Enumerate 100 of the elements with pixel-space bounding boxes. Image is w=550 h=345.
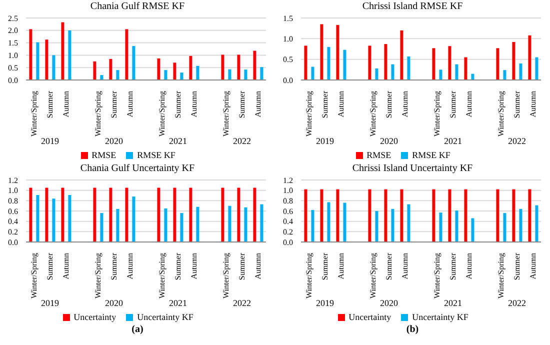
bar [368, 189, 372, 242]
x-tick-label: Winter/Spring [368, 253, 378, 298]
bar [100, 213, 104, 242]
x-tick-label: Summer [384, 90, 394, 118]
bar [519, 208, 522, 242]
bar [455, 64, 458, 80]
bar [45, 188, 48, 242]
x-tick-label: Autumn [190, 91, 198, 118]
y-tick-label: 0.2 [8, 228, 18, 237]
x-tick-label: Autumn [528, 253, 538, 280]
y-tick-label: 0.4 [8, 217, 18, 226]
bar [109, 58, 112, 80]
text: 2022 [508, 136, 526, 146]
x-tick-label: Winter/Spring [304, 253, 314, 298]
x-tick-label: Summer [238, 252, 246, 280]
x-tick-label: Winter/Spring [368, 91, 378, 136]
bar [519, 63, 522, 80]
bar [93, 61, 96, 80]
bar [375, 211, 378, 242]
bar [528, 189, 532, 242]
y-tick-label: 0.0 [8, 76, 18, 85]
y-tick-label: 1.2 [8, 176, 18, 185]
y-tick-label: 1.5 [8, 38, 18, 48]
x-tick-label: Winter/Spring [496, 91, 506, 136]
x-tick-label: Autumn [528, 91, 538, 118]
chart-title: Chrissi Island RMSE KF [361, 0, 464, 14]
bar [52, 198, 56, 242]
x-tick-label: Autumn [336, 253, 346, 280]
y-tick-label: 0.0 [283, 238, 293, 247]
bar [439, 212, 442, 242]
x-tick-label: Summer [46, 252, 54, 280]
bar [36, 194, 40, 242]
bar [311, 66, 314, 80]
x-tick-label: Winter/Spring [158, 91, 166, 136]
x-tick-label: Winter/Spring [94, 253, 102, 298]
text: 2020 [105, 136, 124, 146]
legend-label: Uncertainty KF [137, 312, 194, 322]
text: 2022 [233, 136, 251, 146]
bar [125, 29, 128, 80]
bar [132, 46, 136, 80]
chart-title: Chania Gulf Uncertainty KF [79, 162, 196, 176]
x-tick-label: Summer [110, 90, 118, 118]
text: 2021 [169, 136, 187, 146]
x-tick-label: Winter/Spring [222, 91, 230, 136]
bar [512, 42, 516, 80]
x-tick-label: Summer [46, 90, 54, 118]
bar [116, 208, 120, 242]
y-tick-label: 1.0 [8, 51, 18, 60]
bar [343, 202, 346, 242]
y-tick-label: 0.0 [283, 76, 293, 85]
bar [29, 29, 32, 80]
bar [368, 46, 372, 80]
y-tick-label: 0.5 [8, 63, 18, 72]
bar [61, 22, 64, 80]
bar [439, 70, 442, 80]
y-tick-label: 2.5 [8, 14, 18, 23]
x-tick-label: Summer [448, 90, 458, 118]
x-tick-label: Autumn [400, 91, 410, 118]
bar [253, 50, 256, 80]
bar [196, 206, 200, 242]
bar [157, 188, 160, 242]
x-tick-label: Winter/Spring [222, 253, 230, 298]
bar [164, 208, 168, 242]
y-tick-label: 1.0 [283, 34, 293, 44]
bar [471, 218, 474, 242]
bar [464, 57, 468, 80]
text: 2021 [444, 136, 462, 146]
x-tick-label: Winter/Spring [158, 253, 166, 298]
legend-label: RMSE [366, 150, 392, 160]
y-tick-label: 0.2 [283, 228, 293, 237]
text: 2019 [41, 136, 60, 146]
x-tick-label: Summer [110, 252, 118, 280]
bar [180, 213, 184, 242]
y-tick-label: 0.0 [8, 238, 18, 247]
bar [343, 50, 346, 80]
y-tick-label: 0.6 [283, 206, 293, 216]
bar [244, 207, 248, 242]
legend-label: Uncertainty [74, 312, 116, 322]
legend-label: RMSE KF [137, 150, 176, 160]
bar [93, 188, 96, 242]
x-tick-label: Autumn [126, 91, 134, 118]
bar [36, 42, 40, 80]
x-tick-label: Summer [174, 252, 182, 280]
x-tick-label: Winter/Spring [30, 253, 38, 298]
y-tick-label: 1.5 [283, 14, 293, 23]
x-tick-label: Autumn [190, 253, 198, 280]
bar [221, 54, 224, 80]
text: 2022 [233, 298, 251, 308]
x-tick-label: Winter/Spring [496, 253, 506, 298]
y-tick-label: 0.8 [8, 196, 18, 206]
x-tick-label: Summer [512, 252, 522, 280]
x-tick-label: Summer [512, 90, 522, 118]
bar [228, 69, 232, 80]
bar [196, 66, 200, 80]
bar [304, 189, 308, 242]
bar [327, 202, 330, 242]
bar [29, 188, 32, 242]
text: 2022 [508, 298, 526, 308]
chart-title: Chrissi Island Uncertainty KF [351, 162, 474, 176]
y-tick-label: 1.2 [283, 176, 293, 185]
